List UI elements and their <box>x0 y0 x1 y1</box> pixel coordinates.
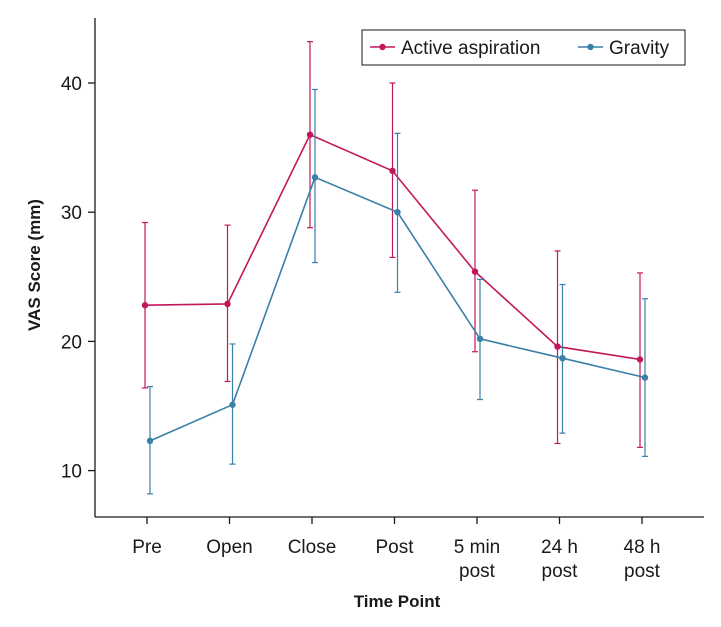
legend-box <box>361 29 686 66</box>
x-tick-label: 24 h <box>541 537 578 558</box>
legend: Active aspiration Gravity <box>361 29 686 66</box>
x-tick-label: 48 h <box>624 537 661 558</box>
legend-label: Active aspiration <box>401 38 540 59</box>
legend-marker <box>587 43 594 51</box>
data-point <box>554 343 561 350</box>
x-axis-ticks: Pre Open Close Post 5 min post 24 h post 48 h pos… <box>132 517 661 582</box>
y-tick-label: 40 <box>61 74 82 95</box>
x-axis-title: Time Point <box>354 592 441 611</box>
x-tick-label: 5 min <box>454 537 500 558</box>
y-tick-label: 10 <box>61 462 82 483</box>
data-point <box>306 131 314 138</box>
x-tick-label: Open <box>206 537 252 558</box>
x-tick-label: post <box>624 561 661 582</box>
x-tick-label: Pre <box>132 537 162 558</box>
series-active-aspiration <box>141 41 644 448</box>
data-point <box>311 174 319 181</box>
data-point <box>141 302 149 309</box>
x-tick-label: Close <box>288 537 337 558</box>
y-axis-ticks: 10 20 30 40 <box>61 74 95 483</box>
data-point <box>389 167 396 175</box>
y-axis-title: VAS Score (mm) <box>25 199 44 331</box>
data-point <box>471 268 479 275</box>
series-gravity <box>146 88 649 495</box>
x-tick-label: post <box>542 561 579 582</box>
legend-marker <box>379 43 386 51</box>
data-point <box>394 209 401 216</box>
y-tick-label: 20 <box>61 332 82 353</box>
x-tick-label: post <box>459 561 496 582</box>
x-tick-label: Post <box>375 537 414 558</box>
y-tick-label: 30 <box>61 203 82 224</box>
data-point <box>224 300 231 308</box>
series-layer <box>141 41 649 495</box>
legend-label: Gravity <box>609 38 670 59</box>
data-point <box>559 354 566 362</box>
data-point <box>229 401 236 408</box>
data-point <box>476 335 484 343</box>
data-point <box>641 374 649 381</box>
data-point <box>636 356 644 363</box>
data-point <box>146 437 154 445</box>
